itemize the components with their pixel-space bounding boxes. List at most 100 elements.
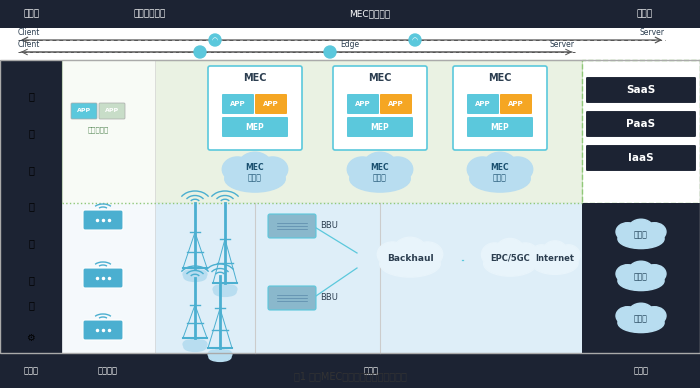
Ellipse shape: [223, 157, 253, 182]
Text: 🎵: 🎵: [28, 201, 34, 211]
Ellipse shape: [239, 152, 272, 179]
FancyBboxPatch shape: [585, 144, 697, 172]
Ellipse shape: [214, 349, 226, 357]
Text: 混合云: 混合云: [634, 314, 648, 323]
Ellipse shape: [482, 243, 508, 266]
Ellipse shape: [484, 251, 536, 276]
Ellipse shape: [225, 166, 286, 192]
Ellipse shape: [214, 288, 236, 296]
FancyBboxPatch shape: [222, 117, 288, 137]
Ellipse shape: [189, 269, 201, 277]
FancyBboxPatch shape: [83, 210, 123, 230]
Text: MEC
边缘云: MEC 边缘云: [246, 163, 265, 183]
Text: 图1 基于MEC边缘计算的未来网络架构: 图1 基于MEC边缘计算的未来网络架构: [293, 371, 407, 381]
Ellipse shape: [616, 265, 639, 283]
Bar: [0, 60, 62, 353]
Text: MEC: MEC: [244, 73, 267, 83]
Ellipse shape: [470, 166, 531, 192]
FancyBboxPatch shape: [268, 286, 316, 310]
Ellipse shape: [532, 252, 578, 274]
Ellipse shape: [393, 237, 426, 264]
Text: Backhaul: Backhaul: [386, 254, 433, 263]
Ellipse shape: [484, 152, 517, 179]
Bar: [0, 353, 700, 388]
FancyBboxPatch shape: [255, 94, 287, 114]
Text: PaaS: PaaS: [626, 119, 656, 129]
Text: 现场域: 现场域: [24, 366, 38, 375]
Text: ◠: ◠: [212, 37, 218, 43]
Circle shape: [209, 34, 221, 46]
Bar: [62, 203, 582, 353]
Ellipse shape: [643, 223, 666, 241]
FancyBboxPatch shape: [222, 94, 254, 114]
Ellipse shape: [530, 245, 553, 266]
Text: BBU: BBU: [320, 222, 338, 230]
FancyBboxPatch shape: [467, 94, 499, 114]
Bar: [62, 60, 582, 203]
Ellipse shape: [616, 223, 639, 241]
Text: 客户端: 客户端: [24, 9, 40, 19]
Text: Internet: Internet: [536, 254, 575, 263]
Ellipse shape: [382, 157, 413, 182]
Text: 公有云: 公有云: [634, 230, 648, 239]
Ellipse shape: [208, 350, 219, 358]
Text: MEC
边缘云: MEC 边缘云: [371, 163, 389, 183]
Ellipse shape: [618, 229, 664, 249]
Bar: [62, 60, 155, 353]
Circle shape: [324, 46, 336, 58]
FancyBboxPatch shape: [500, 94, 532, 114]
Ellipse shape: [184, 343, 206, 352]
Text: 现场网关: 现场网关: [98, 366, 118, 375]
Text: 网络域: 网络域: [363, 366, 379, 375]
Text: ⚙️: ⚙️: [27, 333, 36, 343]
FancyBboxPatch shape: [83, 320, 123, 340]
FancyBboxPatch shape: [83, 268, 123, 288]
Ellipse shape: [629, 219, 654, 239]
Ellipse shape: [468, 157, 498, 182]
Text: 🎧: 🎧: [28, 92, 34, 102]
FancyBboxPatch shape: [585, 76, 697, 104]
FancyBboxPatch shape: [453, 66, 547, 150]
FancyBboxPatch shape: [380, 94, 412, 114]
Ellipse shape: [512, 243, 538, 266]
Ellipse shape: [347, 157, 377, 182]
Text: 云计算: 云计算: [637, 9, 653, 19]
Ellipse shape: [643, 265, 666, 283]
Ellipse shape: [616, 307, 639, 325]
Text: MEC: MEC: [368, 73, 392, 83]
Text: 🤖: 🤖: [28, 300, 34, 310]
Text: APP: APP: [355, 101, 371, 107]
Ellipse shape: [363, 152, 396, 179]
Text: SaaS: SaaS: [626, 85, 656, 95]
Text: Server: Server: [550, 40, 575, 49]
Ellipse shape: [618, 313, 664, 333]
Text: APP: APP: [389, 101, 404, 107]
Text: Server: Server: [640, 28, 665, 37]
Text: 现场边缘计算: 现场边缘计算: [134, 9, 166, 19]
Text: MEP: MEP: [370, 123, 389, 132]
Text: 轻量化虚层: 轻量化虚层: [88, 126, 108, 133]
Ellipse shape: [183, 340, 194, 348]
Text: MEC: MEC: [489, 73, 512, 83]
FancyBboxPatch shape: [99, 103, 125, 119]
FancyBboxPatch shape: [467, 117, 533, 137]
Ellipse shape: [258, 157, 288, 182]
Text: ◠: ◠: [412, 37, 418, 43]
Ellipse shape: [184, 273, 206, 281]
Text: 云端域: 云端域: [634, 366, 648, 375]
FancyBboxPatch shape: [268, 214, 316, 238]
Ellipse shape: [196, 270, 207, 278]
FancyBboxPatch shape: [585, 110, 697, 138]
Ellipse shape: [196, 340, 207, 348]
Ellipse shape: [503, 157, 533, 182]
Ellipse shape: [629, 261, 654, 281]
Ellipse shape: [219, 284, 231, 292]
Text: APP: APP: [77, 109, 91, 114]
Ellipse shape: [183, 270, 194, 278]
Ellipse shape: [557, 245, 580, 266]
Bar: [0, 337, 700, 358]
Bar: [582, 60, 700, 203]
Ellipse shape: [629, 303, 654, 323]
Text: APP: APP: [230, 101, 246, 107]
Text: Edge: Edge: [340, 40, 359, 49]
